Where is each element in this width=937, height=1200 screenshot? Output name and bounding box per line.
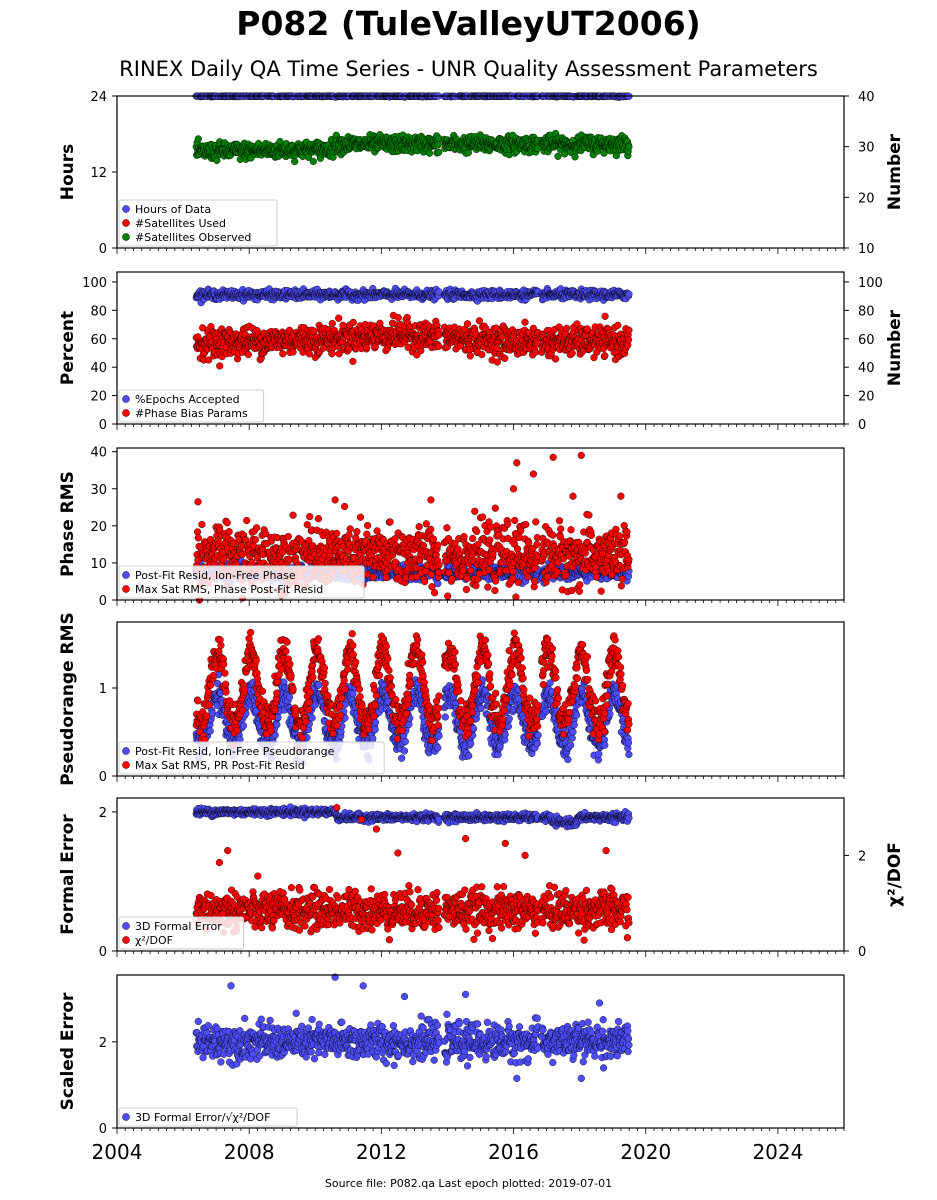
data-point [531, 348, 540, 356]
data-point [216, 362, 224, 370]
legend-marker [122, 219, 130, 227]
y-tick-label: 20 [90, 390, 107, 405]
data-point [339, 321, 347, 329]
legend-marker [122, 395, 130, 403]
data-point [601, 352, 609, 360]
data-point [310, 327, 318, 335]
data-point [625, 143, 633, 151]
y-tick-label: 12 [90, 166, 107, 181]
data-point [625, 290, 633, 298]
y-tick-label: 80 [90, 304, 107, 319]
legend-label: Hours of Data [135, 203, 211, 216]
legend-label: #Satellites Observed [135, 231, 251, 244]
data-point [466, 352, 474, 360]
y-right-tick-label: 100 [858, 276, 883, 291]
y-tick-label: 40 [90, 361, 107, 376]
y-right-tick-label: 10 [858, 242, 875, 257]
y-right-tick-label: 40 [858, 361, 875, 376]
y-right-axis-label: Number [885, 309, 905, 386]
data-point [463, 320, 472, 328]
data-point [309, 157, 317, 166]
y-tick-label: 24 [90, 90, 107, 105]
data-point [435, 331, 443, 339]
y-right-tick-label: 20 [858, 390, 875, 405]
y-right-tick-label: 40 [858, 90, 875, 105]
legend-label: #Phase Bias Params [135, 407, 248, 420]
y-right-tick-label: 0 [858, 418, 866, 433]
data-point [305, 350, 313, 358]
figure-subtitle: RINEX Daily QA Time Series - UNR Quality… [119, 57, 818, 81]
data-point [434, 141, 442, 149]
y-axis-label: Hours [58, 144, 78, 201]
panel-1-points [192, 92, 633, 166]
data-point [289, 348, 297, 356]
data-point [244, 350, 252, 359]
y-tick-label: 100 [82, 276, 107, 291]
legend-marker [122, 205, 130, 213]
legend-marker [122, 409, 130, 417]
data-point [601, 312, 609, 320]
legend-marker [122, 233, 130, 241]
data-point [291, 157, 299, 166]
data-point [194, 135, 202, 143]
data-point [279, 350, 287, 358]
data-point [625, 326, 633, 334]
legend-label: #Satellites Used [135, 217, 226, 230]
data-point [493, 344, 501, 352]
y-tick-label: 0 [99, 242, 107, 257]
data-point [571, 153, 579, 161]
data-point [475, 317, 484, 325]
data-point [363, 343, 371, 352]
data-point [554, 152, 562, 160]
data-point [501, 354, 509, 362]
data-point [493, 358, 501, 366]
panel-2-points [192, 284, 633, 370]
data-point [435, 342, 443, 351]
data-point [394, 314, 402, 322]
legend-label: %Epochs Accepted [135, 393, 240, 406]
data-point [328, 319, 336, 328]
data-point [478, 351, 486, 359]
data-point [614, 321, 622, 329]
y-right-tick-label: 60 [858, 333, 875, 348]
data-point [213, 156, 221, 165]
data-point [561, 150, 569, 158]
data-point [435, 148, 443, 156]
data-point [335, 314, 343, 322]
data-point [521, 318, 529, 326]
data-point [349, 318, 357, 327]
y-right-tick-label: 80 [858, 304, 875, 319]
data-point [563, 324, 571, 332]
data-point [492, 324, 500, 332]
y-tick-label: 60 [90, 333, 107, 348]
y-axis-label: Percent [58, 311, 78, 385]
y-right-tick-label: 20 [858, 191, 875, 206]
data-point [425, 149, 434, 157]
figure-title: P082 (TuleValleyUT2006) [236, 4, 701, 43]
data-point [551, 355, 560, 363]
data-point [328, 350, 336, 358]
y-right-axis-label: Number [885, 133, 905, 210]
y-tick-label: 0 [99, 418, 107, 433]
y-right-tick-label: 30 [858, 141, 875, 156]
data-point [568, 349, 576, 357]
data-point [349, 357, 357, 366]
data-point [624, 336, 633, 344]
